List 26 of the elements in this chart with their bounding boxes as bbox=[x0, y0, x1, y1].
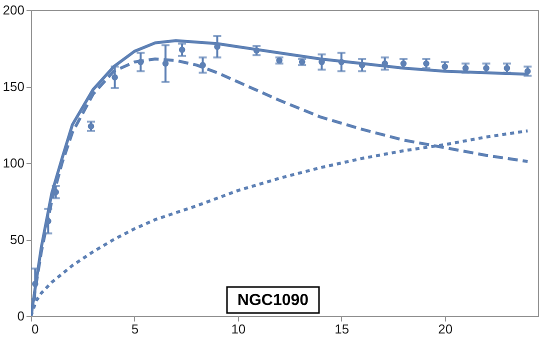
y-tick-label: 50 bbox=[10, 232, 24, 247]
annotation: NGC1090 bbox=[237, 292, 309, 309]
point bbox=[442, 63, 448, 70]
point bbox=[358, 62, 366, 68]
point bbox=[138, 58, 144, 66]
y-tick-label: 200 bbox=[2, 2, 24, 18]
point bbox=[338, 58, 345, 66]
point bbox=[200, 62, 206, 68]
x-tick-label: 5 bbox=[131, 322, 139, 336]
y-tick-label: 150 bbox=[2, 79, 24, 94]
point bbox=[45, 218, 52, 224]
point bbox=[32, 280, 38, 288]
x-tick-label: 0 bbox=[32, 322, 39, 336]
y-tick-label: 100 bbox=[2, 156, 24, 170]
x-tick-label: 15 bbox=[334, 322, 350, 336]
x-tick-label: 10 bbox=[231, 322, 246, 336]
point bbox=[462, 64, 469, 72]
y-tick-label: 0 bbox=[17, 308, 24, 324]
point bbox=[88, 123, 94, 130]
point bbox=[178, 46, 186, 53]
point bbox=[504, 64, 510, 72]
point bbox=[400, 60, 407, 67]
x-tick-label: 20 bbox=[438, 322, 453, 336]
point bbox=[253, 47, 260, 54]
point bbox=[162, 60, 169, 67]
point bbox=[112, 74, 118, 80]
